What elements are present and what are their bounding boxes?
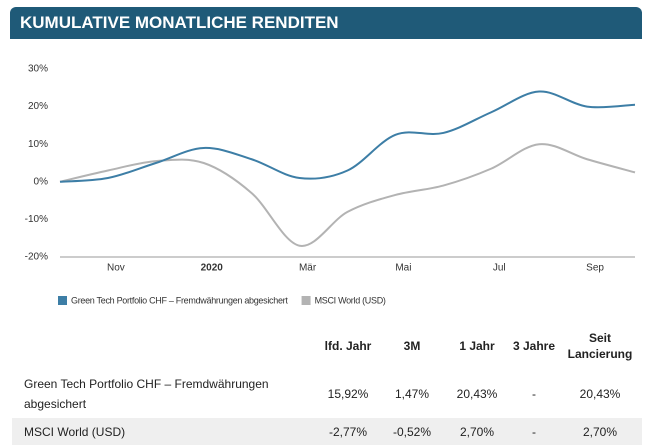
y-tick-label: 10%: [28, 139, 48, 150]
col-header: 1 Jahr: [459, 339, 495, 353]
y-tick-label: 0%: [34, 176, 49, 187]
cell: -: [532, 387, 536, 401]
cell: -: [510, 418, 558, 445]
cell: MSCI World (USD): [12, 418, 316, 445]
series-line: [59, 143, 636, 247]
x-tick-label: 2020: [201, 263, 224, 274]
col-header: 3M: [403, 339, 421, 353]
y-tick-label: 30%: [28, 64, 48, 75]
y-tick-label: 20%: [28, 101, 48, 112]
legend-label: Green Tech Portfolio CHF – Fremdwährunge…: [71, 295, 288, 305]
header-title: KUMULATIVE MONATLICHE RENDITEN: [10, 7, 642, 39]
cell: 2,70%: [558, 418, 642, 445]
col-header: 3 Jahre: [512, 339, 556, 353]
cell: 20,43%: [579, 387, 621, 401]
legend-label: MSCI World (USD): [315, 295, 386, 305]
table-row: Green Tech Portfolio CHF – Fremdwährunge…: [12, 370, 642, 418]
cell: -0,52%: [380, 418, 444, 445]
x-tick-label: Jul: [493, 263, 506, 274]
chart: -20% -10% 0% 10% 20% 30% Nov 2020 Mär Mai Jul Sep Gr…: [25, 64, 636, 305]
cell: 15,92%: [327, 387, 369, 401]
legend: Green Tech Portfolio CHF – Fremdwährunge…: [58, 295, 386, 305]
table-row: MSCI World (USD) -2,77% -0,52% 2,70% - 2…: [12, 418, 642, 445]
col-header: Seit Lancierung: [567, 331, 633, 361]
x-tick-label: Mär: [299, 263, 317, 274]
legend-swatch: [58, 296, 67, 305]
y-tick-label: -10%: [25, 214, 48, 225]
performance-table: lfd. Jahr 3M 1 Jahr 3 Jahre Seit Lancier…: [12, 322, 642, 445]
table-header: lfd. Jahr 3M 1 Jahr 3 Jahre Seit Lancier…: [12, 322, 642, 370]
x-tick-label: Sep: [586, 263, 604, 274]
col-header: lfd. Jahr: [324, 339, 372, 353]
cell: 1,47%: [394, 387, 430, 401]
cell: 20,43%: [456, 387, 498, 401]
series-line: [59, 90, 636, 183]
legend-swatch: [301, 296, 311, 305]
cell: 2,70%: [444, 418, 510, 445]
y-tick-label: -20%: [25, 252, 48, 263]
x-tick-label: Mai: [395, 263, 411, 274]
cell: -2,77%: [316, 418, 380, 445]
cell: Green Tech Portfolio CHF – Fremdwährunge…: [24, 377, 269, 411]
x-tick-label: Nov: [107, 263, 125, 274]
